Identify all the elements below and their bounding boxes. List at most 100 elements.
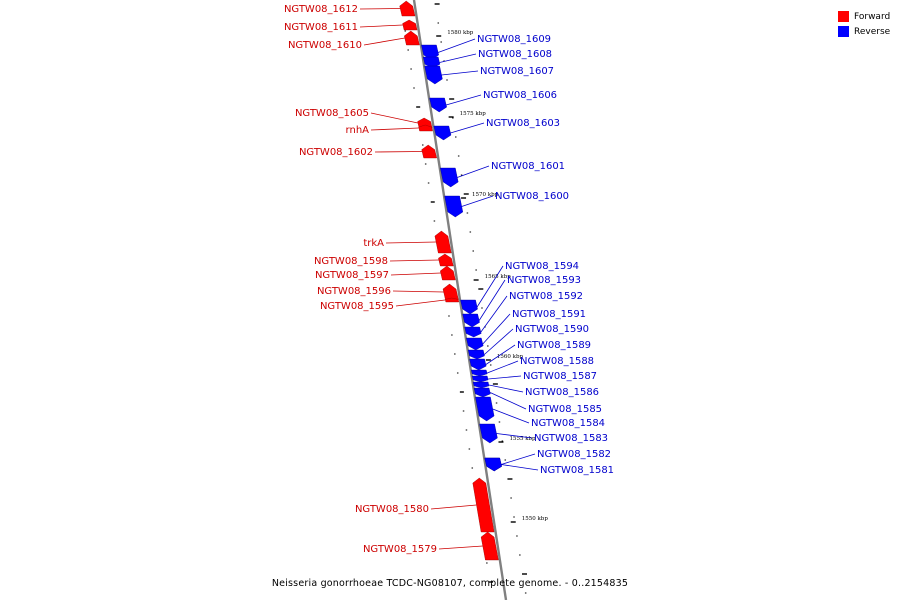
legend-reverse: Reverse [838,24,890,39]
reverse-gene-4 [433,125,452,141]
leader-forward-0 [359,8,401,10]
reverse-gene-3 [429,97,447,113]
reverse-gene-12 [469,358,487,371]
gene-label-reverse-20: NGTW08_1581 [540,465,614,476]
gene-label-forward-9: NGTW08_1596 [317,286,391,297]
reverse-swatch [838,26,849,37]
leader-reverse-14 [488,375,522,380]
gene-label-forward-12: NGTW08_1579 [363,544,437,555]
leader-reverse-16 [490,392,527,410]
leader-forward-11 [430,504,477,510]
label-leaders [359,8,539,550]
gene-label-forward-4: rnhA [346,125,370,136]
gene-label-reverse-9: NGTW08_1592 [509,291,583,302]
leader-reverse-10 [482,313,511,345]
leader-forward-8 [390,272,441,276]
forward-gene-7 [438,253,454,267]
gene-label-forward-11: NGTW08_1580 [355,504,429,515]
forward-gene-10 [444,297,460,303]
leader-reverse-15 [488,384,524,393]
gene-features [399,0,502,561]
gene-label-reverse-10: NGTW08_1591 [512,309,586,320]
reverse-gene-16 [473,387,491,398]
genome-backbone [412,0,508,600]
leader-reverse-4 [450,122,485,134]
forward-gene-5 [421,144,437,159]
reverse-gene-14 [471,375,489,383]
gene-label-reverse-17: NGTW08_1584 [531,418,605,429]
kbp-label-5: 1555 kbp [509,436,536,442]
leader-forward-6 [385,241,437,244]
leader-forward-5 [374,151,423,153]
reverse-gene-13 [470,369,488,377]
leader-reverse-6 [461,195,494,207]
leader-forward-9 [392,290,444,293]
gene-label-reverse-15: NGTW08_1586 [525,387,599,398]
gene-label-reverse-19: NGTW08_1582 [537,449,611,460]
reverse-gene-10 [466,337,484,351]
leader-reverse-8 [478,279,506,321]
legend-reverse-label: Reverse [854,26,891,37]
leader-forward-1 [359,24,403,28]
legend-forward: Forward [838,9,890,24]
reverse-gene-9 [464,326,482,338]
gene-label-reverse-7: NGTW08_1594 [505,261,579,272]
leader-forward-10 [395,299,446,307]
legend-forward-label: Forward [854,11,891,22]
forward-gene-8 [440,265,456,281]
reverse-gene-2 [424,65,443,85]
gene-label-reverse-0: NGTW08_1609 [477,34,551,45]
reverse-gene-17 [475,396,495,422]
reverse-gene-5 [440,167,459,188]
forward-gene-6 [434,230,452,254]
reverse-gene-7 [460,299,478,315]
gene-label-reverse-1: NGTW08_1608 [478,49,552,60]
reverse-gene-15 [472,381,490,389]
leader-forward-3 [370,112,418,124]
gene-label-forward-10: NGTW08_1595 [320,301,394,312]
leader-reverse-20 [501,464,539,471]
leader-reverse-7 [476,265,504,308]
gene-labels: NGTW08_1612 NGTW08_1611 NGTW08_1610 NGTW08_… [284,4,614,555]
leader-reverse-12 [485,344,516,365]
leader-forward-7 [389,259,439,262]
genome-caption: Neisseria gonorrhoeae TCDC-NG08107, comp… [271,578,629,589]
forward-gene-4 [418,124,433,132]
forward-gene-2 [404,30,420,46]
forward-gene-1 [402,19,418,31]
gene-label-reverse-3: NGTW08_1606 [483,90,557,101]
gene-label-reverse-8: NGTW08_1593 [507,275,581,286]
forward-swatch [838,11,849,22]
leader-reverse-3 [445,94,482,106]
reverse-gene-8 [462,313,480,328]
leader-reverse-5 [457,165,490,178]
gene-label-forward-0: NGTW08_1612 [284,4,358,15]
forward-gene-12 [480,531,499,561]
leader-reverse-13 [487,360,519,374]
leader-reverse-19 [501,453,536,465]
leader-reverse-17 [492,408,530,424]
forward-gene-0 [399,0,416,17]
gene-label-forward-8: NGTW08_1597 [315,270,389,281]
leader-reverse-2 [441,70,479,76]
gene-label-forward-5: NGTW08_1602 [299,147,373,158]
reverse-gene-20 [484,457,502,472]
gene-label-reverse-13: NGTW08_1588 [520,356,594,367]
gene-label-reverse-4: NGTW08_1603 [486,118,560,129]
forward-gene-9 [442,283,459,301]
gene-label-reverse-5: NGTW08_1601 [491,161,565,172]
reverse-gene-6 [444,195,464,218]
leader-forward-2 [363,37,405,46]
gene-label-reverse-11: NGTW08_1590 [515,324,589,335]
gene-label-reverse-6: NGTW08_1600 [495,191,569,202]
leader-reverse-1 [439,53,477,63]
kbp-label-6: 1550 kbp [522,516,549,522]
leader-reverse-9 [480,295,508,333]
gene-label-forward-7: NGTW08_1598 [314,256,388,267]
leader-forward-4 [370,127,419,131]
gene-label-reverse-12: NGTW08_1589 [517,340,591,351]
gene-label-forward-3: NGTW08_1605 [295,108,369,119]
tick-marks [401,3,528,594]
kbp-label-4: 1560 kbp [497,354,524,360]
